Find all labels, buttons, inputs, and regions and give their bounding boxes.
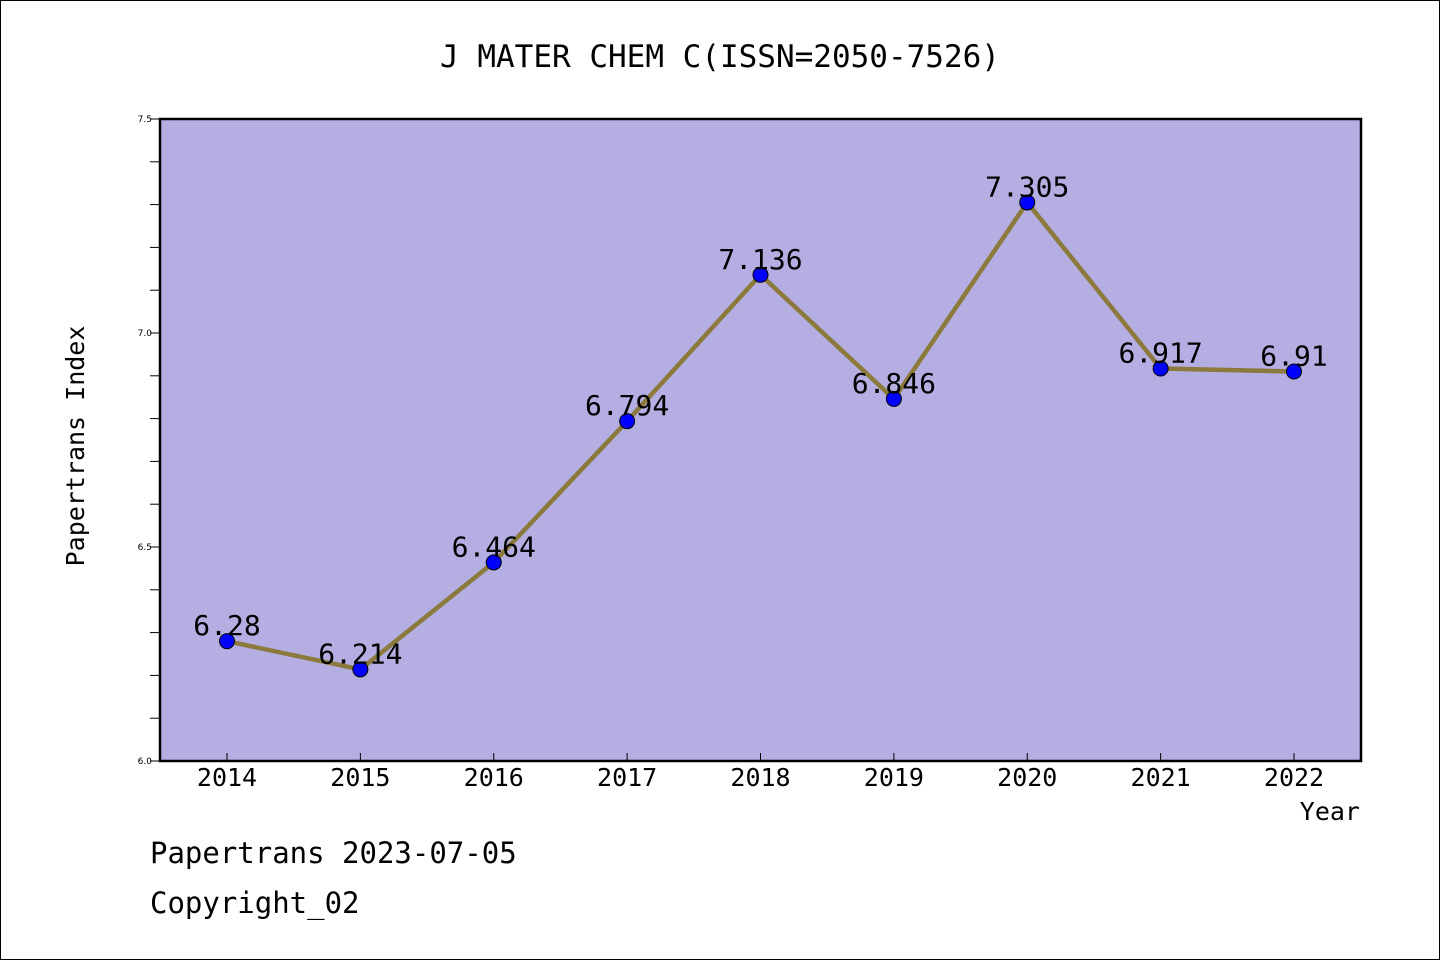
y-tick-label: 7.5 — [138, 115, 152, 125]
y-axis-label: Papertrans Index — [61, 326, 90, 567]
x-tick-label: 2018 — [730, 763, 790, 792]
data-point — [1286, 363, 1302, 380]
data-point — [1019, 194, 1036, 211]
y-axis: 6.0 6.5 7.0 7.5 — [138, 115, 160, 767]
data-label: 6.91 — [1260, 340, 1327, 373]
data-label: 6.794 — [585, 389, 669, 422]
x-tick-label: 2021 — [1131, 763, 1191, 792]
y-tick-label: 6.0 — [138, 757, 153, 767]
x-tick-label: 2020 — [997, 763, 1057, 792]
data-label: 7.305 — [985, 170, 1069, 203]
chart-title: J MATER CHEM C(ISSN=2050-7526) — [440, 39, 1000, 75]
data-label: 6.464 — [452, 530, 536, 563]
data-point — [619, 413, 636, 430]
x-tick-label: 2022 — [1264, 763, 1324, 792]
y-tick-label: 7.0 — [138, 329, 153, 339]
footer-date: Papertrans 2023-07-05 — [150, 836, 517, 870]
series-layer: 6.28 6.214 6.464 6.794 7.136 6.846 7.305 6.917 6… — [193, 170, 1328, 678]
x-tick-label: 2014 — [197, 763, 257, 792]
data-label: 6.846 — [852, 367, 936, 400]
data-point — [352, 661, 369, 678]
data-point — [219, 633, 235, 650]
data-point — [485, 554, 502, 571]
data-point — [1152, 360, 1169, 377]
x-tick-label: 2017 — [597, 763, 657, 792]
data-label: 7.136 — [718, 243, 802, 276]
x-tick-label: 2019 — [864, 763, 924, 792]
x-tick-label: 2015 — [330, 763, 390, 792]
x-tick-label: 2016 — [464, 763, 524, 792]
x-axis: 2014 2015 2016 2017 2018 2019 2020 2021 2022 — [197, 753, 1324, 792]
data-label: 6.28 — [193, 609, 260, 642]
data-point — [885, 390, 902, 407]
plot-area — [158, 117, 1363, 763]
data-label: 6.214 — [318, 637, 402, 670]
data-point — [752, 266, 769, 283]
y-tick-label: 6.5 — [138, 543, 152, 553]
footer-copyright: Copyright_02 — [150, 886, 360, 920]
x-axis-label: Year — [1300, 797, 1360, 826]
data-label: 6.917 — [1118, 337, 1202, 370]
